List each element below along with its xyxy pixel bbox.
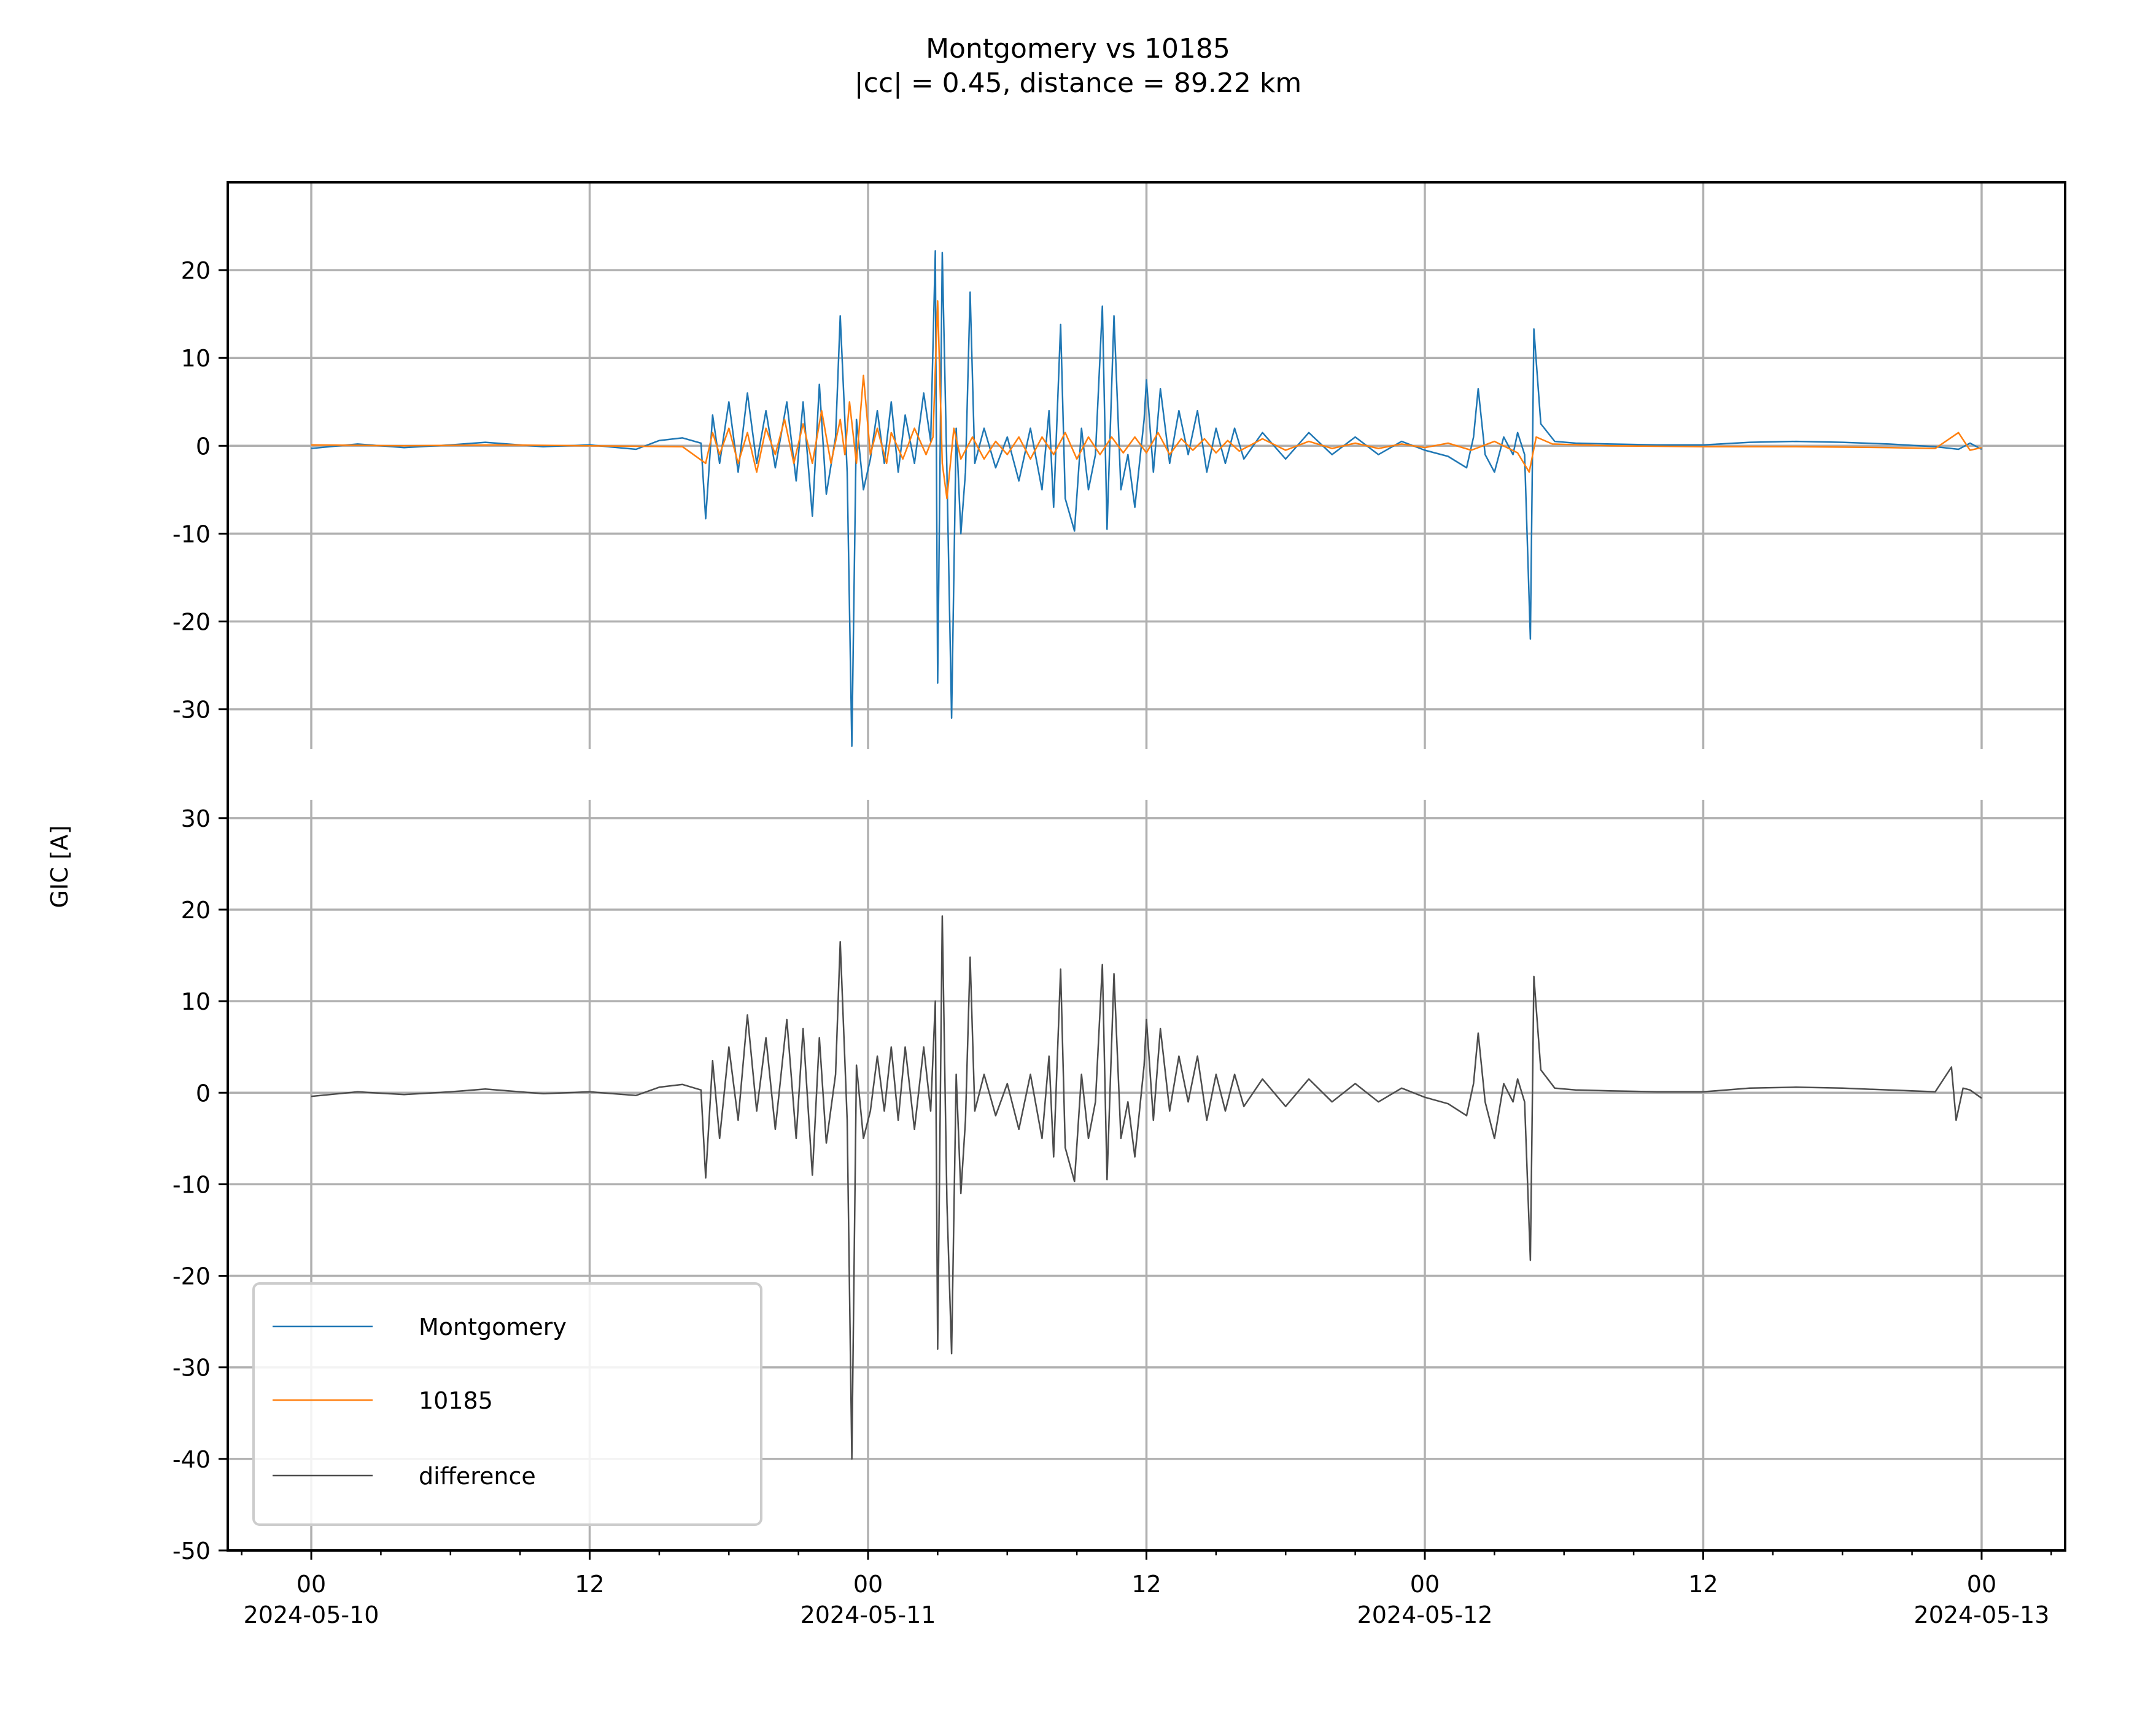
top-y-tick-label-20: 20 xyxy=(181,257,211,284)
series-line-difference xyxy=(311,915,1982,1460)
top-panel-series xyxy=(311,250,1982,747)
top-y-tick-label-10: 10 xyxy=(181,345,211,372)
top-panel-y-axis: 20 10 0 -10 -20 -30 xyxy=(173,257,228,724)
legend-box xyxy=(252,1282,762,1526)
axes-frame xyxy=(227,181,2066,1552)
bottom-y-tick-label-0: 0 xyxy=(196,1080,211,1107)
legend-label-difference: difference xyxy=(419,1463,536,1490)
bottom-panel-series xyxy=(311,915,1982,1460)
chart-title: Montgomery vs 10185 |cc| = 0.45, distanc… xyxy=(0,32,2156,101)
x-tick-label-72: 00 xyxy=(1967,1571,1996,1598)
x-tick-date-24: 2024-05-11 xyxy=(801,1601,936,1628)
legend: Montgomery 10185 difference xyxy=(252,1282,762,1526)
bottom-y-tick-label-20: -20 xyxy=(173,1263,211,1290)
legend-label-10185: 10185 xyxy=(419,1387,493,1414)
top-y-tick-label-0: 0 xyxy=(196,433,211,460)
top-y-tick-label-20: -20 xyxy=(173,609,211,636)
x-tick-label-48: 00 xyxy=(1410,1571,1440,1598)
bottom-y-tick-label-10: 10 xyxy=(181,988,211,1015)
bottom-panel-y-axis: 30 20 10 0 -10 -20 -30 -40 -50 xyxy=(173,805,228,1565)
x-tick-label-12: 12 xyxy=(575,1571,604,1598)
bottom-y-tick-label-30: -30 xyxy=(173,1355,211,1382)
x-tick-label-60: 12 xyxy=(1688,1571,1718,1598)
bottom-y-tick-label-10: -10 xyxy=(173,1171,211,1198)
x-tick-label-36: 12 xyxy=(1131,1571,1161,1598)
top-panel-grid xyxy=(228,182,2065,749)
x-tick-date-72: 2024-05-13 xyxy=(1914,1601,2050,1628)
x-tick-date-0: 2024-05-10 xyxy=(244,1601,379,1628)
top-y-tick-label-30: -30 xyxy=(173,697,211,724)
bottom-y-tick-label-50: -50 xyxy=(173,1538,211,1565)
chart-title-main: Montgomery vs 10185 xyxy=(926,33,1230,64)
x-tick-label-0: 00 xyxy=(297,1571,326,1598)
bottom-y-tick-label-40: -40 xyxy=(173,1446,211,1473)
bottom-y-tick-label-30: 30 xyxy=(181,805,211,832)
series-line-10185 xyxy=(311,300,1982,500)
chart-subtitle: |cc| = 0.45, distance = 89.22 km xyxy=(854,68,1302,99)
x-axis: 00 2024-05-10 12 00 2024-05-11 12 00 2024-05-12… xyxy=(241,1550,2052,1628)
y-axis-label: GIC [A] xyxy=(46,826,73,908)
top-y-tick-label-10: -10 xyxy=(173,521,211,548)
legend-label-montgomery: Montgomery xyxy=(419,1314,567,1341)
x-tick-date-48: 2024-05-12 xyxy=(1357,1601,1493,1628)
bottom-y-tick-label-20: 20 xyxy=(181,897,211,924)
x-tick-label-24: 00 xyxy=(853,1571,883,1598)
